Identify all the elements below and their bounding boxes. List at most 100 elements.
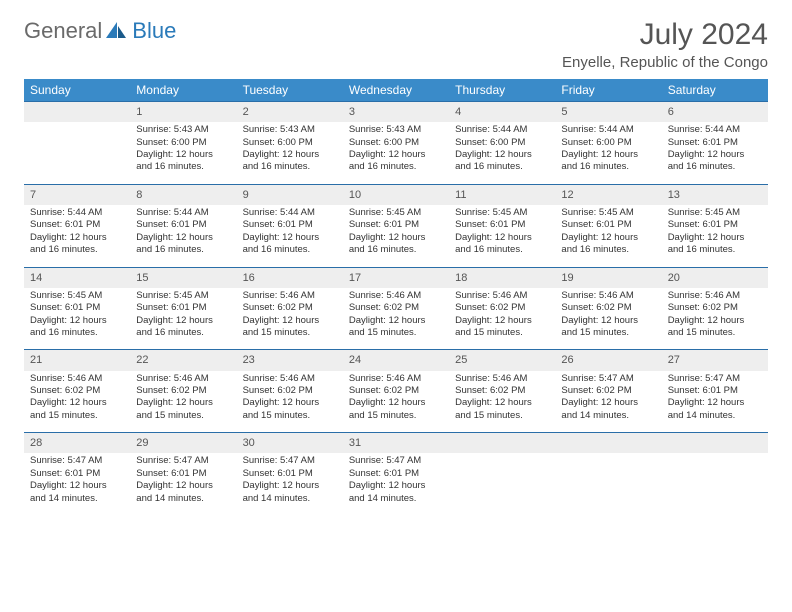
detail-line: Sunrise: 5:44 AM [455, 124, 549, 136]
detail-line: Daylight: 12 hours [668, 232, 762, 244]
day-detail: Sunrise: 5:47 AMSunset: 6:01 PMDaylight:… [662, 371, 768, 433]
day-detail: Sunrise: 5:46 AMSunset: 6:02 PMDaylight:… [130, 371, 236, 433]
detail-line: Sunset: 6:01 PM [668, 385, 762, 397]
day-detail-row: Sunrise: 5:46 AMSunset: 6:02 PMDaylight:… [24, 371, 768, 433]
day-number: 5 [555, 102, 661, 123]
day-number: 24 [343, 350, 449, 371]
detail-line: Sunset: 6:01 PM [136, 468, 230, 480]
detail-line: and 15 minutes. [136, 410, 230, 422]
day-detail [449, 453, 555, 515]
detail-line: Sunrise: 5:46 AM [136, 373, 230, 385]
detail-line: and 16 minutes. [349, 161, 443, 173]
detail-line: Daylight: 12 hours [349, 315, 443, 327]
detail-line: Sunset: 6:00 PM [561, 137, 655, 149]
day-detail: Sunrise: 5:45 AMSunset: 6:01 PMDaylight:… [449, 205, 555, 267]
detail-line: Sunset: 6:02 PM [349, 302, 443, 314]
detail-line: and 15 minutes. [243, 327, 337, 339]
detail-line: and 16 minutes. [668, 244, 762, 256]
day-detail: Sunrise: 5:47 AMSunset: 6:01 PMDaylight:… [343, 453, 449, 515]
detail-line: and 15 minutes. [668, 327, 762, 339]
detail-line: Sunrise: 5:45 AM [30, 290, 124, 302]
day-detail [24, 122, 130, 184]
day-detail: Sunrise: 5:44 AMSunset: 6:01 PMDaylight:… [662, 122, 768, 184]
detail-line: Sunset: 6:02 PM [243, 302, 337, 314]
detail-line: Sunset: 6:00 PM [455, 137, 549, 149]
detail-line: Daylight: 12 hours [243, 149, 337, 161]
detail-line: Sunset: 6:01 PM [136, 302, 230, 314]
day-detail: Sunrise: 5:46 AMSunset: 6:02 PMDaylight:… [449, 371, 555, 433]
detail-line: Sunrise: 5:46 AM [455, 290, 549, 302]
day-number: 20 [662, 267, 768, 288]
day-number: 26 [555, 350, 661, 371]
month-title: July 2024 [562, 18, 768, 52]
detail-line: Sunset: 6:02 PM [668, 302, 762, 314]
logo: General Blue [24, 18, 176, 44]
day-number: 4 [449, 102, 555, 123]
day-detail: Sunrise: 5:46 AMSunset: 6:02 PMDaylight:… [555, 288, 661, 350]
detail-line: and 16 minutes. [349, 244, 443, 256]
detail-line: Sunset: 6:01 PM [668, 219, 762, 231]
day-number: 1 [130, 102, 236, 123]
day-detail: Sunrise: 5:44 AMSunset: 6:01 PMDaylight:… [237, 205, 343, 267]
detail-line: Daylight: 12 hours [455, 397, 549, 409]
day-detail: Sunrise: 5:43 AMSunset: 6:00 PMDaylight:… [237, 122, 343, 184]
day-detail [662, 453, 768, 515]
detail-line: Sunrise: 5:47 AM [243, 455, 337, 467]
day-number: 2 [237, 102, 343, 123]
detail-line: and 14 minutes. [243, 493, 337, 505]
day-detail-row: Sunrise: 5:44 AMSunset: 6:01 PMDaylight:… [24, 205, 768, 267]
detail-line: Daylight: 12 hours [561, 315, 655, 327]
day-detail: Sunrise: 5:46 AMSunset: 6:02 PMDaylight:… [237, 371, 343, 433]
detail-line: Sunrise: 5:45 AM [349, 207, 443, 219]
weekday-header: Tuesday [237, 79, 343, 102]
weekday-header: Saturday [662, 79, 768, 102]
logo-word2: Blue [132, 18, 176, 44]
detail-line: Sunrise: 5:45 AM [668, 207, 762, 219]
detail-line: Sunset: 6:02 PM [455, 385, 549, 397]
day-number [662, 433, 768, 454]
detail-line: and 15 minutes. [243, 410, 337, 422]
detail-line: Sunrise: 5:43 AM [349, 124, 443, 136]
day-number: 10 [343, 184, 449, 205]
day-detail: Sunrise: 5:44 AMSunset: 6:00 PMDaylight:… [555, 122, 661, 184]
calendar-table: Sunday Monday Tuesday Wednesday Thursday… [24, 79, 768, 515]
weekday-header-row: Sunday Monday Tuesday Wednesday Thursday… [24, 79, 768, 102]
day-number: 29 [130, 433, 236, 454]
detail-line: Sunset: 6:02 PM [561, 385, 655, 397]
sail-icon [106, 22, 128, 40]
day-number: 28 [24, 433, 130, 454]
day-detail: Sunrise: 5:45 AMSunset: 6:01 PMDaylight:… [662, 205, 768, 267]
detail-line: Sunrise: 5:46 AM [455, 373, 549, 385]
day-number: 8 [130, 184, 236, 205]
detail-line: Daylight: 12 hours [136, 149, 230, 161]
weekday-header: Thursday [449, 79, 555, 102]
detail-line: Sunrise: 5:43 AM [243, 124, 337, 136]
detail-line: Daylight: 12 hours [243, 397, 337, 409]
detail-line: Sunset: 6:01 PM [30, 468, 124, 480]
detail-line: and 16 minutes. [561, 161, 655, 173]
day-number: 25 [449, 350, 555, 371]
detail-line: and 14 minutes. [561, 410, 655, 422]
detail-line: Sunset: 6:01 PM [668, 137, 762, 149]
day-detail: Sunrise: 5:44 AMSunset: 6:01 PMDaylight:… [130, 205, 236, 267]
logo-word1: General [24, 18, 102, 44]
day-detail: Sunrise: 5:44 AMSunset: 6:00 PMDaylight:… [449, 122, 555, 184]
day-detail: Sunrise: 5:46 AMSunset: 6:02 PMDaylight:… [237, 288, 343, 350]
detail-line: and 16 minutes. [455, 244, 549, 256]
detail-line: Sunrise: 5:44 AM [561, 124, 655, 136]
day-number: 30 [237, 433, 343, 454]
detail-line: and 15 minutes. [30, 410, 124, 422]
day-detail: Sunrise: 5:45 AMSunset: 6:01 PMDaylight:… [555, 205, 661, 267]
day-number [24, 102, 130, 123]
detail-line: Sunset: 6:01 PM [561, 219, 655, 231]
day-detail: Sunrise: 5:46 AMSunset: 6:02 PMDaylight:… [343, 371, 449, 433]
day-detail: Sunrise: 5:46 AMSunset: 6:02 PMDaylight:… [24, 371, 130, 433]
weekday-header: Monday [130, 79, 236, 102]
detail-line: and 16 minutes. [136, 161, 230, 173]
day-detail: Sunrise: 5:43 AMSunset: 6:00 PMDaylight:… [130, 122, 236, 184]
day-detail: Sunrise: 5:46 AMSunset: 6:02 PMDaylight:… [449, 288, 555, 350]
detail-line: Daylight: 12 hours [561, 149, 655, 161]
day-number: 31 [343, 433, 449, 454]
weekday-header: Friday [555, 79, 661, 102]
day-number-row: 123456 [24, 102, 768, 123]
